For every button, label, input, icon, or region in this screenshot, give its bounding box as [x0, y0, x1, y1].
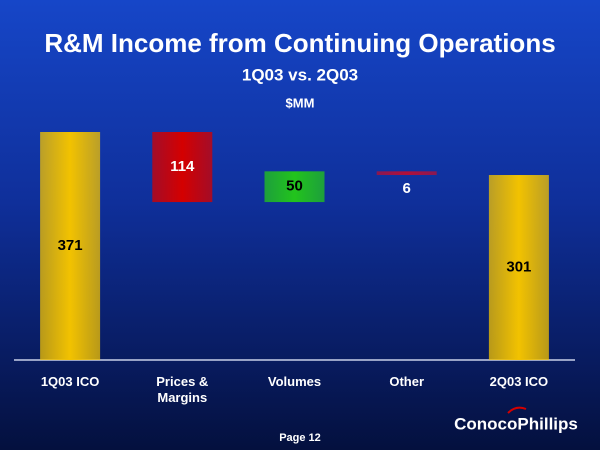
- data-label: 6: [403, 180, 411, 197]
- data-label: 371: [58, 237, 83, 254]
- x-tick-label: 1Q03 ICO: [40, 374, 100, 389]
- logo-mark: [507, 406, 527, 414]
- bar: [264, 171, 325, 203]
- logo: ConocoPhillips: [454, 414, 578, 433]
- x-tick-label: Prices & Margins: [156, 374, 209, 405]
- bar: [488, 175, 549, 360]
- data-label: 114: [170, 158, 195, 175]
- chart-subtitle: 1Q03 vs. 2Q03: [242, 65, 358, 84]
- bar: [376, 171, 437, 176]
- bar: [152, 132, 213, 203]
- data-label: 50: [286, 178, 303, 195]
- page-number: Page 12: [279, 432, 321, 444]
- unit-label: $MM: [286, 95, 315, 110]
- x-tick-label: 2Q03 ICO: [489, 374, 549, 389]
- x-tick-label: Other: [389, 374, 425, 389]
- chart-title: R&M Income from Continuing Operations: [44, 28, 555, 58]
- data-label: 301: [506, 258, 531, 275]
- x-tick-label: Volumes: [267, 374, 322, 389]
- bar: [40, 132, 101, 360]
